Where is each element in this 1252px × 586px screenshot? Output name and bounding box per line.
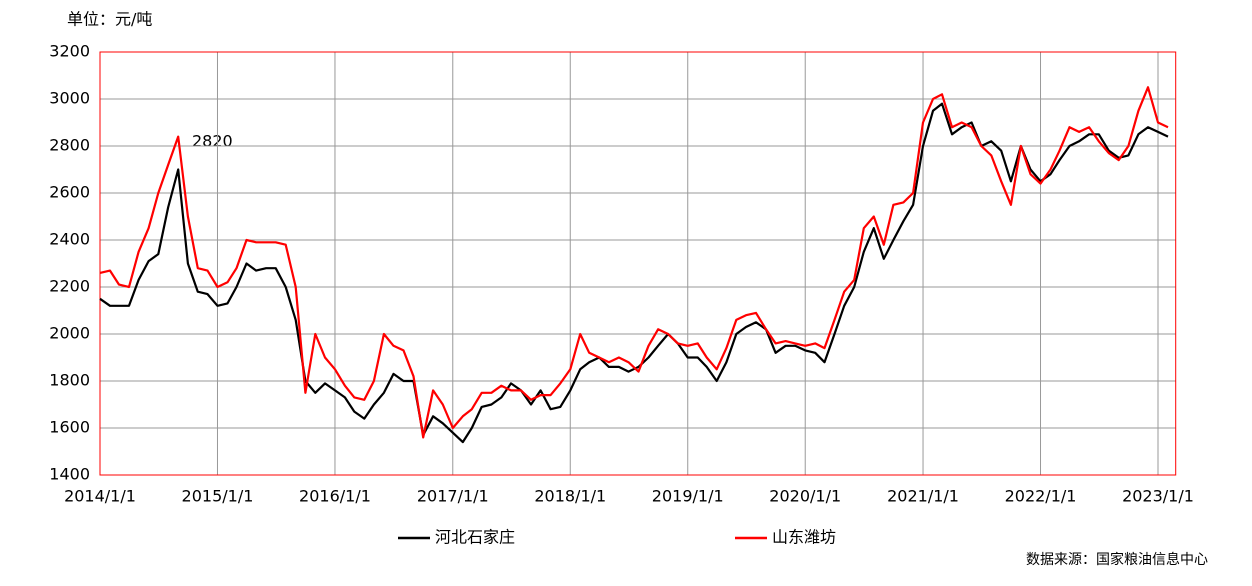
y-tick-label: 1800 [49,371,90,390]
x-tick-label: 2022/1/1 [1005,487,1077,506]
series-line [99,86,1169,439]
y-tick-label: 1400 [49,465,90,484]
y-tick-label: 3000 [49,89,90,108]
x-tick-label: 2021/1/1 [887,487,959,506]
annotation: 2820 [192,132,233,151]
x-tick-label: 2016/1/1 [299,487,371,506]
x-tick-label: 2017/1/1 [417,487,489,506]
y-tick-label: 2800 [49,136,90,155]
series-line [99,102,1169,444]
y-tick-label: 2400 [49,230,90,249]
y-tick-label: 1600 [49,418,90,437]
y-tick-label: 2600 [49,183,90,202]
y-unit-label: 单位：元/吨 [67,10,152,29]
source: 数据来源：国家粮油信息中心 [1026,551,1208,568]
legend-label: 山东潍坊 [772,528,836,547]
plot-border [99,51,1177,476]
legend-label: 河北石家庄 [435,528,515,547]
x-tick-label: 2015/1/1 [182,487,254,506]
y-tick-label: 3200 [49,42,90,61]
x-tick-label: 2014/1/1 [64,487,136,506]
x-tick-label: 2019/1/1 [652,487,724,506]
x-tick-label: 2023/1/1 [1122,487,1194,506]
x-tick-label: 2018/1/1 [534,487,606,506]
x-tick-label: 2020/1/1 [769,487,841,506]
y-tick-label: 2000 [49,324,90,343]
y-tick-label: 2200 [49,277,90,296]
